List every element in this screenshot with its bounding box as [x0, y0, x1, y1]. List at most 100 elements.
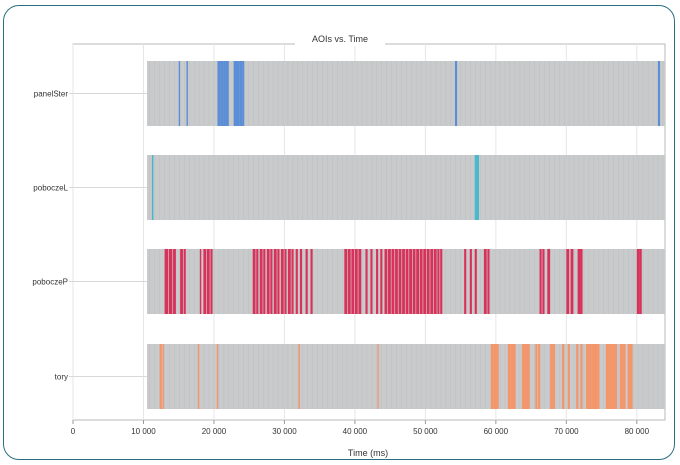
aoi-interval	[217, 61, 221, 126]
aoi-interval	[398, 249, 402, 314]
aoi-interval	[242, 61, 245, 126]
aoi-interval	[630, 344, 633, 409]
aoi-interval	[524, 344, 528, 409]
aoi-interval	[521, 344, 525, 409]
aoi-interval	[627, 344, 631, 409]
aoi-interval	[380, 249, 383, 314]
aoi-interval	[173, 249, 176, 314]
aoi-interval	[310, 249, 313, 314]
aoi-interval	[395, 249, 398, 314]
aoi-interval	[402, 249, 405, 314]
x-tick-label: 30 000	[272, 427, 297, 436]
aoi-interval	[535, 344, 538, 409]
aoi-interval	[270, 249, 273, 314]
aoi-interval	[567, 344, 570, 409]
aoi-interval	[493, 344, 497, 409]
aoi-interval	[576, 344, 579, 409]
aoi-interval	[476, 155, 479, 220]
aoi-interval	[538, 344, 541, 409]
aoi-interval	[287, 249, 291, 314]
aoi-interval	[197, 344, 200, 409]
aoi-interval	[474, 155, 477, 220]
title-backdrop	[295, 30, 385, 46]
aoi-interval	[510, 344, 514, 409]
aoi-interval	[547, 249, 551, 314]
aoi-interval	[539, 249, 542, 314]
aoi-interval	[239, 61, 243, 126]
lane-background	[147, 61, 665, 126]
aoi-interval	[657, 61, 661, 126]
aoi-interval	[469, 249, 472, 314]
aoi-interval	[430, 249, 434, 314]
aoi-interval	[423, 249, 427, 314]
aoi-interval	[206, 249, 210, 314]
aoi-interval	[474, 249, 477, 314]
aoi-interval	[220, 61, 224, 126]
x-tick-label: 80 000	[625, 427, 650, 436]
aoi-interval	[203, 249, 207, 314]
aoi-interval	[178, 61, 181, 126]
aoi-interval	[570, 249, 574, 314]
aoi-interval	[464, 249, 467, 314]
aoi-interval	[162, 344, 164, 409]
aoi-interval	[159, 344, 162, 409]
category-label: poboczeP	[32, 278, 68, 287]
aoi-interval	[151, 155, 154, 220]
x-tick-label: 60 000	[484, 427, 509, 436]
aoi-interval	[409, 249, 412, 314]
x-tick-label: 50 000	[413, 427, 438, 436]
aoi-interval	[483, 249, 487, 314]
y-axis-labels: panelSter poboczeL poboczeP tory	[32, 90, 147, 382]
aoi-interval	[527, 344, 530, 409]
lane-background	[147, 155, 665, 220]
chart-title: AOIs vs. Time	[312, 34, 368, 44]
aoi-interval	[440, 249, 443, 314]
aoi-interval	[377, 344, 379, 409]
category-label: tory	[55, 373, 68, 382]
aoi-interval	[298, 344, 300, 409]
aoi-interval	[542, 249, 545, 314]
aoi-interval	[591, 344, 595, 409]
aoi-interval	[577, 249, 581, 314]
aoi-interval	[180, 249, 183, 314]
aoi-interval	[164, 249, 169, 314]
aoi-interval	[550, 344, 553, 409]
aoi-interval	[566, 249, 570, 314]
aoi-interval	[273, 249, 277, 314]
aoi-interval	[354, 249, 358, 314]
aoi-interval	[376, 249, 379, 314]
aoi-interval	[416, 249, 420, 314]
aoi-interval	[586, 344, 589, 409]
aoi-interval	[299, 249, 303, 314]
category-label: poboczeL	[33, 184, 68, 193]
aoi-interval	[513, 344, 516, 409]
aoi-interval	[433, 249, 437, 314]
aoi-interval	[614, 344, 618, 409]
x-axis-ticks: 0 10 000 20 000 30 000 40 000 50 000 60 000 70 …	[71, 420, 650, 436]
aoi-interval	[351, 249, 355, 314]
aoi-interval	[358, 249, 362, 314]
aoi-interval	[277, 249, 280, 314]
x-tick-label: 70 000	[554, 427, 579, 436]
aoi-interval	[223, 61, 226, 126]
aoi-interval	[291, 249, 294, 314]
aoi-interval	[426, 249, 430, 314]
aoi-interval	[347, 249, 351, 314]
x-axis-title: Time (ms)	[348, 448, 388, 458]
aoi-interval	[605, 344, 609, 409]
aoi-interval	[487, 249, 490, 314]
aoi-interval	[580, 344, 583, 409]
aoi-interval	[365, 249, 368, 314]
aoi-interval	[636, 249, 640, 314]
aoi-interval	[225, 61, 229, 126]
aoi-interval	[236, 61, 240, 126]
aoi-interval	[199, 249, 202, 314]
aoi-interval	[256, 249, 259, 314]
aoi-interval	[608, 344, 612, 409]
aoi-interval	[210, 249, 213, 314]
lane-background	[147, 344, 665, 409]
aoi-interval	[412, 249, 416, 314]
aoi-interval	[454, 61, 458, 126]
x-tick-label: 0	[71, 427, 76, 436]
aoi-interval	[552, 344, 556, 409]
